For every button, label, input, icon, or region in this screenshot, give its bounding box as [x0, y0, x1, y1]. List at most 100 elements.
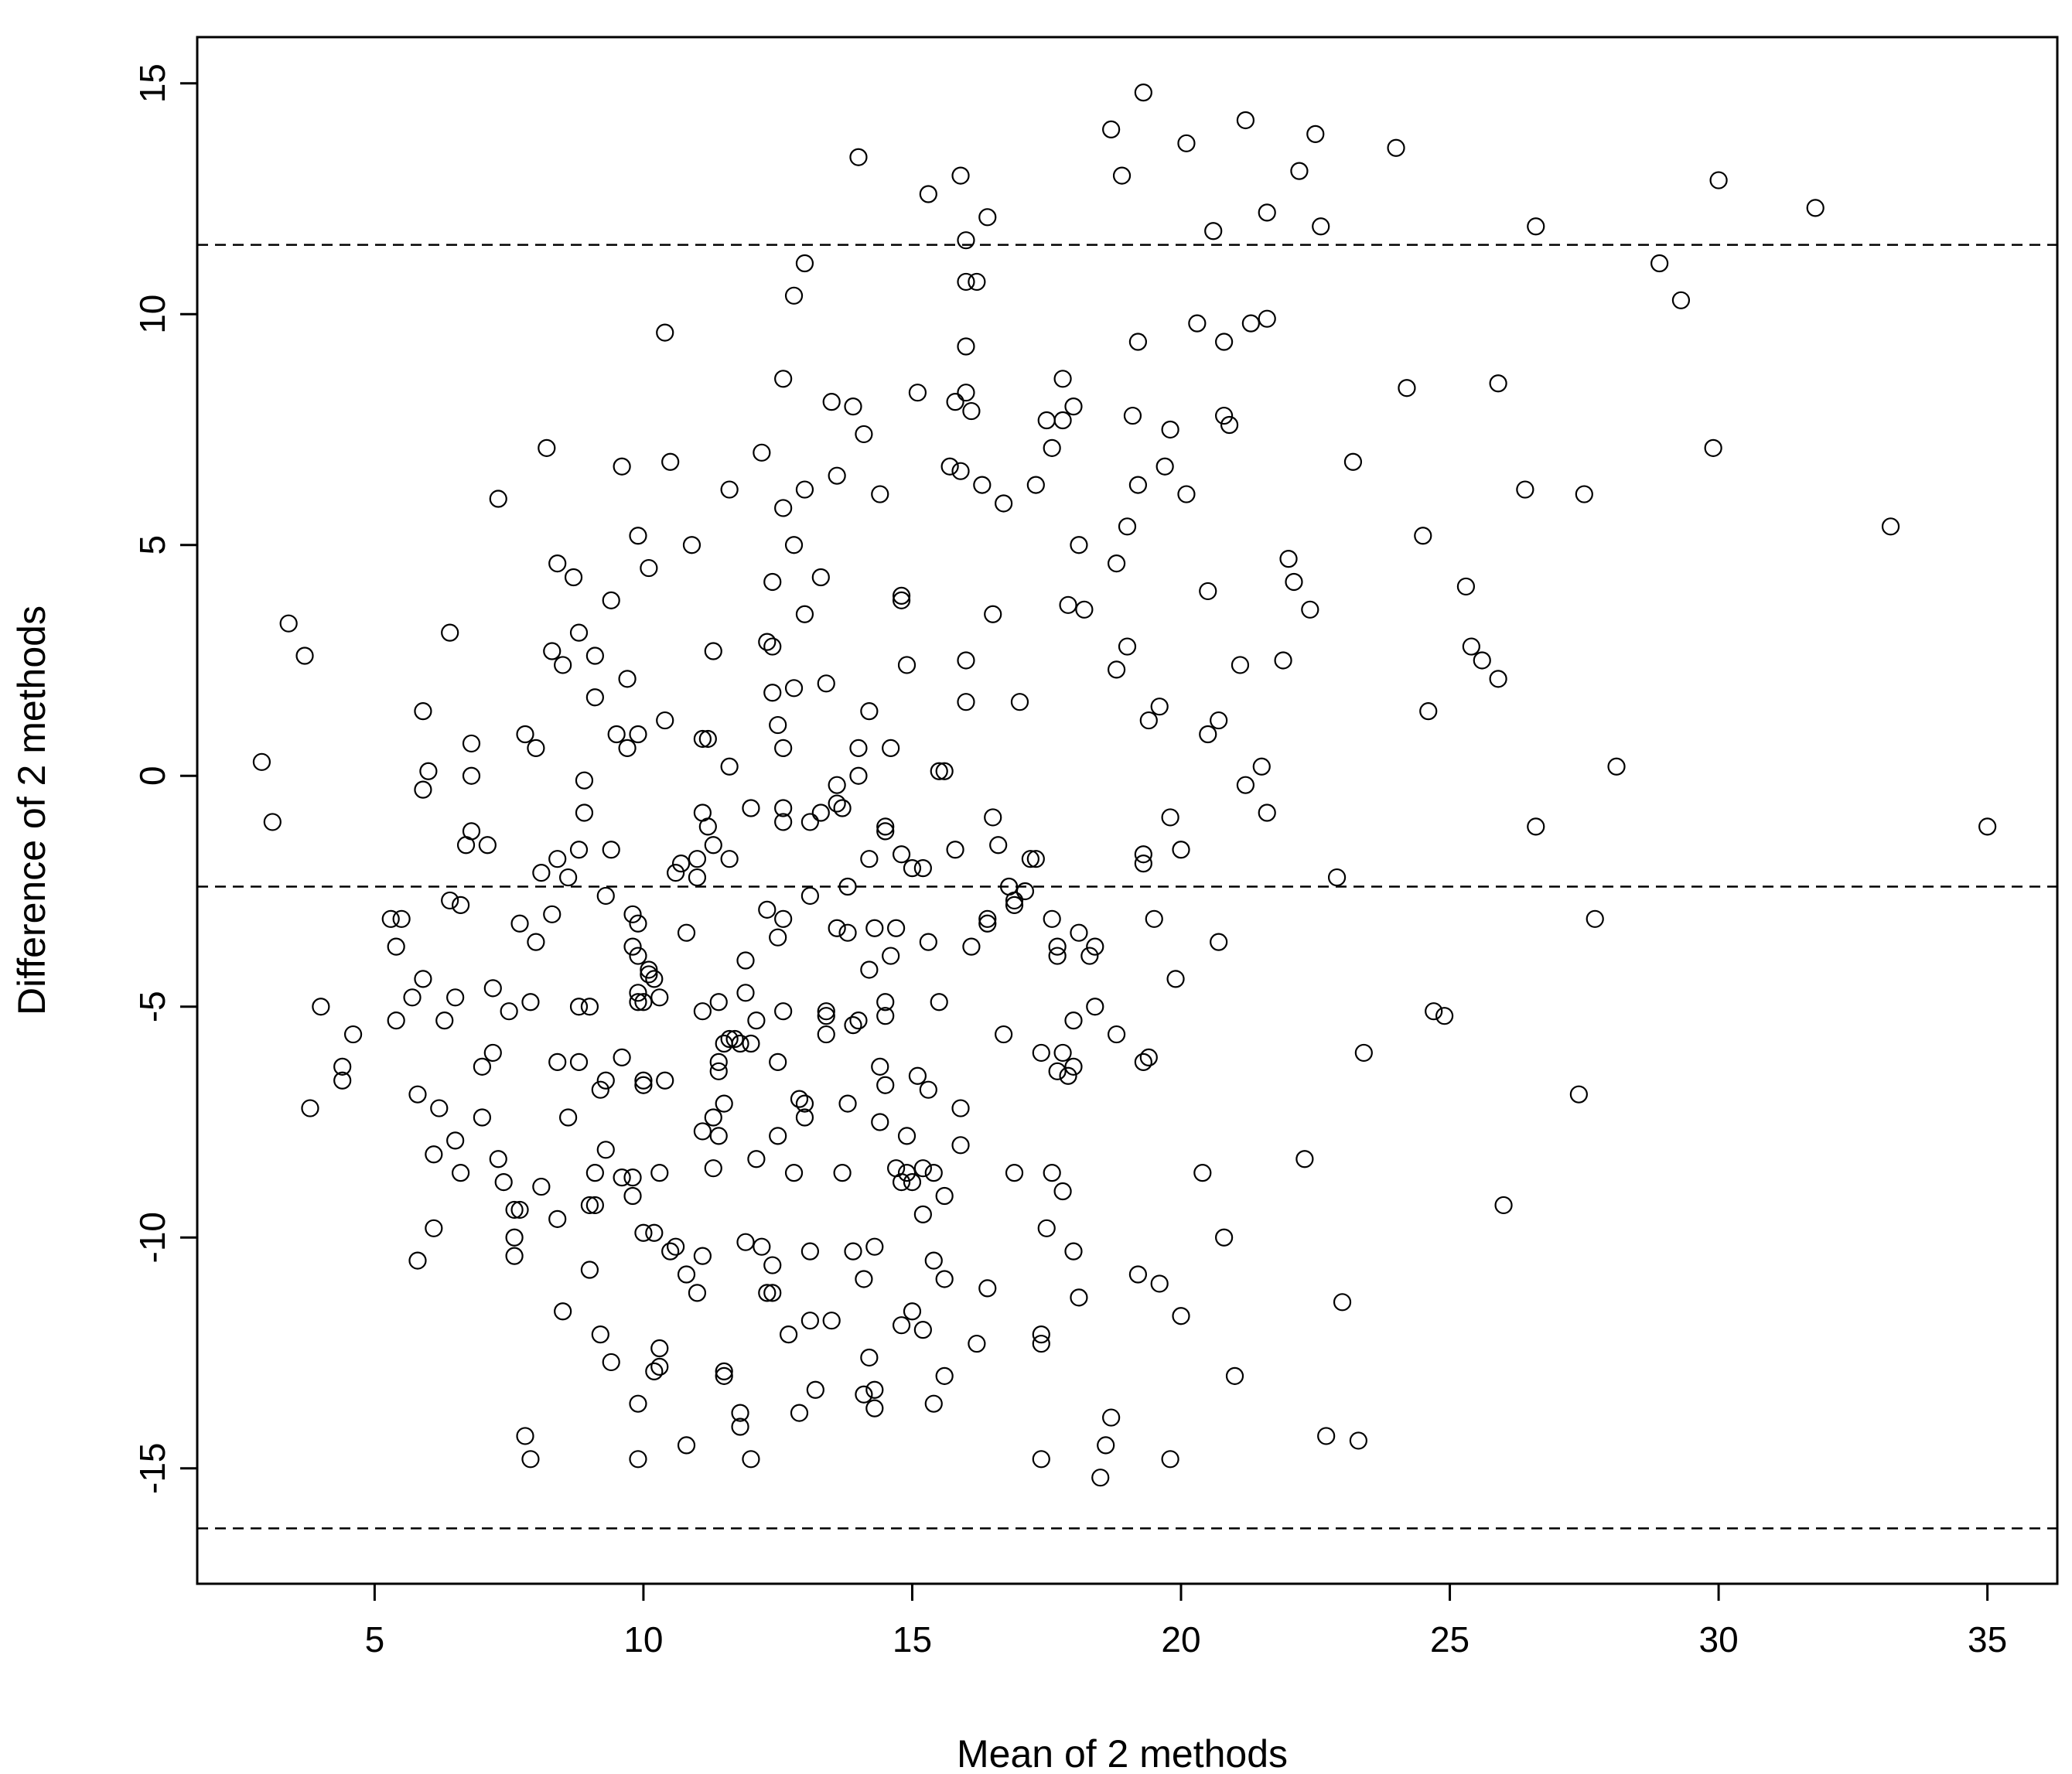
data-point: [414, 970, 432, 988]
data-point: [903, 859, 922, 878]
data-point: [650, 1339, 669, 1358]
data-point: [855, 425, 873, 444]
data-point: [784, 1164, 804, 1182]
data-point: [1139, 1048, 1158, 1067]
data-point: [828, 776, 846, 794]
data-point: [1301, 600, 1319, 619]
data-point: [1527, 217, 1545, 236]
data-point: [736, 951, 755, 970]
data-point: [516, 725, 534, 744]
data-point: [887, 919, 906, 937]
plot-frame: [196, 36, 2059, 1585]
data-point: [1128, 1265, 1148, 1284]
data-point: [645, 1223, 664, 1242]
data-point: [425, 1219, 443, 1237]
data-point: [441, 623, 459, 642]
data-point: [978, 1279, 997, 1298]
data-point: [569, 998, 589, 1016]
data-point: [709, 1127, 728, 1145]
data-point: [715, 1034, 733, 1053]
data-point: [602, 841, 620, 859]
data-point: [913, 859, 932, 878]
data-point: [403, 988, 422, 1007]
data-point: [1053, 1182, 1072, 1201]
data-point: [478, 836, 497, 855]
data-point: [596, 1071, 615, 1090]
data-point: [989, 836, 1008, 855]
data-point: [559, 1108, 578, 1127]
data-point: [742, 799, 760, 817]
data-point: [602, 1353, 620, 1372]
data-point: [758, 633, 777, 651]
data-point: [871, 1113, 889, 1131]
data-point: [1210, 933, 1228, 951]
data-point: [419, 762, 438, 780]
data-point: [1435, 1007, 1454, 1025]
data-point: [640, 558, 658, 578]
data-point: [1806, 199, 1825, 217]
data-point: [709, 1062, 728, 1080]
data-point: [790, 1404, 809, 1422]
data-point: [774, 499, 793, 517]
data-point: [1425, 1002, 1443, 1021]
data-point: [704, 642, 722, 660]
data-point: [838, 923, 857, 942]
data-point: [962, 937, 981, 956]
data-point: [554, 656, 572, 674]
data-point: [1215, 1228, 1234, 1247]
data-point: [602, 591, 620, 609]
data-point: [1128, 333, 1148, 351]
data-point: [1134, 845, 1152, 864]
data-point: [1279, 550, 1298, 568]
y-axis: -15 -10 -5 0 5 10 15: [132, 63, 199, 1494]
data-point: [1210, 711, 1228, 730]
data-point: [995, 494, 1013, 513]
data-point: [709, 993, 728, 1012]
data-point: [650, 1357, 669, 1377]
data-point: [1462, 637, 1480, 656]
data-point: [1010, 693, 1029, 711]
data-point: [1456, 577, 1476, 596]
data-point: [585, 688, 604, 707]
data-point: [919, 933, 937, 951]
data-point: [505, 1200, 524, 1220]
data-point: [919, 1080, 937, 1099]
data-point: [865, 1237, 884, 1256]
data-point: [656, 711, 674, 730]
data-point: [1026, 850, 1045, 868]
data-point: [1193, 1164, 1212, 1182]
data-point: [1387, 138, 1405, 157]
data-point: [548, 554, 567, 573]
data-point: [720, 850, 739, 868]
data-point: [1097, 1436, 1115, 1455]
data-point: [1161, 420, 1179, 439]
data-point: [688, 850, 707, 868]
data-point: [849, 766, 868, 785]
data-point: [667, 863, 685, 882]
data-point: [510, 1200, 529, 1220]
data-point: [1317, 1427, 1336, 1445]
y-tick-label: 0: [132, 766, 172, 786]
data-point: [1398, 379, 1416, 397]
data-point: [715, 1366, 733, 1385]
data-point: [1053, 411, 1072, 430]
data-point: [564, 568, 583, 587]
data-point: [1236, 776, 1255, 794]
data-point: [1494, 1196, 1513, 1215]
data-point: [838, 1094, 857, 1113]
data-point: [811, 568, 830, 587]
data-point: [753, 443, 771, 462]
data-point: [800, 813, 819, 831]
data-point: [1005, 891, 1024, 910]
data-point: [1881, 517, 1900, 536]
data-point: [688, 868, 707, 887]
data-point: [882, 739, 900, 758]
data-point: [489, 490, 507, 508]
data-point: [1064, 1242, 1083, 1261]
data-point: [1671, 291, 1691, 309]
data-point: [795, 1094, 814, 1113]
data-point: [731, 1034, 749, 1053]
data-point: [774, 370, 793, 388]
data-point: [473, 1108, 491, 1127]
data-point: [795, 254, 814, 273]
